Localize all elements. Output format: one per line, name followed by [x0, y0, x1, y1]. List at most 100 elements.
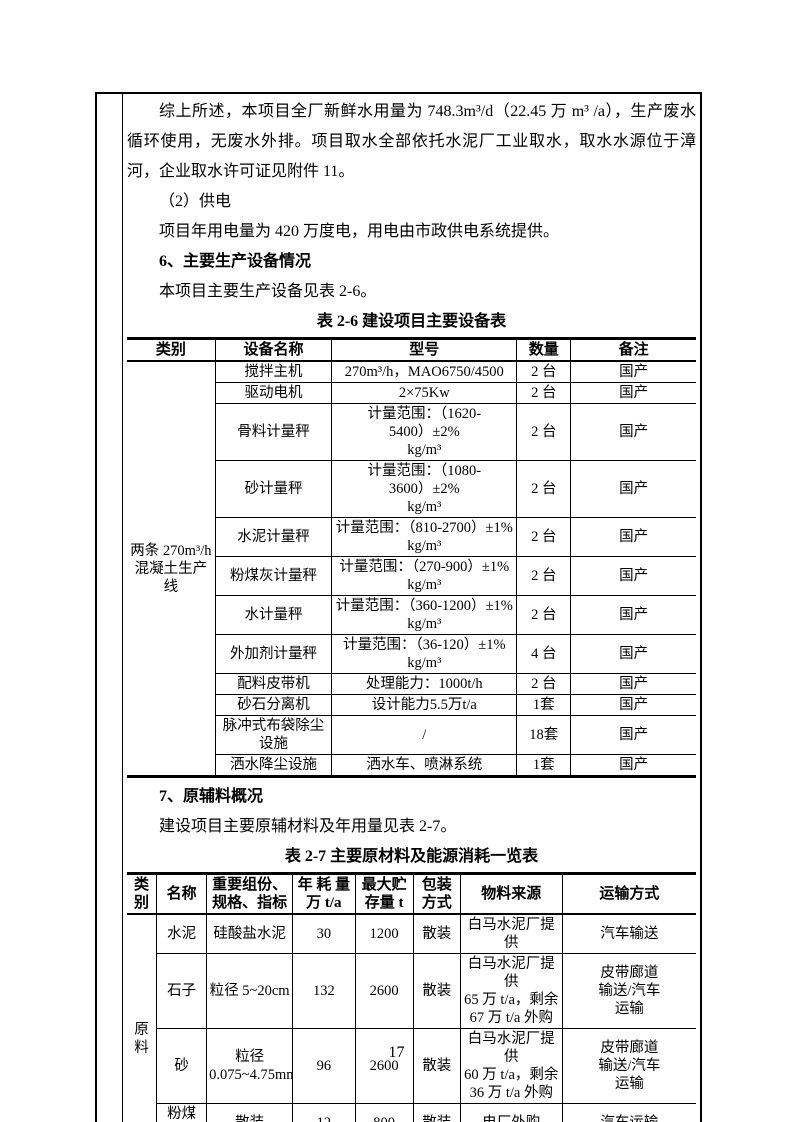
cell-source: 白马水泥厂提供 60 万 t/a，剩余 36 万 t/a 外购 [459, 1028, 563, 1104]
cell-device-name: 骨料计量秤 [215, 403, 333, 461]
cell-device-name: 砂石分离机 [215, 694, 333, 716]
page-number: 17 [388, 1044, 405, 1061]
cell-device-name: 水计量秤 [215, 595, 333, 635]
column-header-transport: 运输方式 [561, 873, 696, 915]
cell-note: 国产 [570, 460, 696, 518]
cell-storage: 1200 [354, 913, 414, 954]
cell-storage: 800 [354, 1103, 414, 1122]
table-row: 两条 270m³/h 混凝土生产线 搅拌主机 270m³/h，MAO6750/4… [127, 360, 696, 777]
paragraph-equipment-intro: 本项目主要生产设备见表 2-6。 [159, 283, 377, 300]
cell-model: 计量范围：（810-2700）±1% kg/m³ [331, 517, 518, 557]
cell-device-name: 砂计量秤 [215, 460, 333, 518]
cell-model: 设计能力5.5万t/a [331, 694, 518, 716]
cell-source: 白马水泥厂提供 65 万 t/a，剩余 67 万 t/a 外购 [459, 953, 563, 1029]
cell-model: 2×75Kw [331, 382, 518, 404]
cell-device-name: 洒水降尘设施 [215, 754, 333, 777]
cell-package: 散装 [412, 1028, 461, 1104]
column-header-quantity: 数量 [516, 338, 572, 362]
heading-equipment-section: 6、主要生产设备情况 [159, 253, 312, 270]
cell-device-name: 驱动电机 [215, 382, 333, 404]
table-row: 石子 粒径 5~20cm 132 2600 散装 白马水泥厂提供 65 万 t/… [127, 953, 696, 1029]
table-row: 外加剂计量秤 计量范围：（36-120）±1% kg/m³ 4 台 国产 [127, 634, 696, 674]
frame-content: 综上所述，本项目全厂新鲜水用量为 748.3m³/d（22.45 万 m³ /a… [123, 94, 700, 1122]
cell-device-name: 搅拌主机 [214, 360, 333, 383]
cell-quantity: 2 台 [516, 673, 572, 695]
table-row: 骨料计量秤 计量范围：（1620-5400）±2% kg/m³ 2 台 国产 [127, 403, 696, 461]
cell-device-name: 配料皮带机 [215, 673, 333, 695]
cell-material-name: 石子 [156, 953, 208, 1029]
column-header-category: 类 别 [127, 873, 158, 915]
cell-annual: 96 [292, 1028, 356, 1104]
table-2-6-caption: 表 2-6 建设项目主要设备表 [316, 313, 507, 330]
cell-production-line-category: 两条 270m³/h 混凝土生产线 [127, 360, 216, 777]
column-header-spec: 重要组份、 规格、指标 [206, 873, 294, 915]
cell-note: 国产 [570, 634, 696, 674]
cell-package: 散装 [412, 1103, 461, 1122]
table-row: 水计量秤 计量范围：（360-1200）±1% kg/m³ 2 台 国产 [127, 595, 696, 635]
cell-annual: 132 [292, 953, 356, 1029]
cell-category-raw-material: 原 料 [127, 913, 158, 1122]
cell-package: 散装 [412, 953, 461, 1029]
cell-quantity: 2 台 [516, 595, 572, 635]
paragraph-power: 项目年用电量为 420 万度电，用电由市政供电系统提供。 [159, 223, 560, 240]
cell-model: / [331, 715, 518, 755]
cell-material-name: 粉煤 灰 [156, 1103, 208, 1122]
cell-transport: 汽车输送 [561, 913, 696, 954]
cell-model: 计量范围：（270-900）±1% kg/m³ [331, 556, 518, 596]
cell-note: 国产 [570, 673, 696, 695]
table-2-6-equipment: 类别 设备名称 型号 数量 备注 两条 270m³/h 混凝土生产线 搅拌主机 … [127, 337, 696, 778]
cell-note: 国产 [570, 595, 696, 635]
cell-spec: 粒径 0.075~4.75mm [206, 1028, 294, 1104]
cell-spec: 散装 [206, 1103, 294, 1122]
table-row: 粉煤灰计量秤 计量范围：（270-900）±1% kg/m³ 2 台 国产 [127, 556, 696, 596]
cell-quantity: 2 台 [516, 360, 572, 383]
cell-material-name: 砂 [156, 1028, 208, 1104]
column-header-category: 类别 [127, 338, 216, 362]
column-header-package: 包装 方式 [412, 873, 461, 915]
cell-quantity: 1套 [516, 694, 572, 716]
table-row: 水泥计量秤 计量范围：（810-2700）±1% kg/m³ 2 台 国产 [127, 517, 696, 557]
table-row: 原 料 水泥 硅酸盐水泥 30 1200 散装 白马水泥厂提供 汽车输送 [127, 913, 696, 1122]
cell-transport: 皮带廊道 输送/汽车 运输 [561, 1028, 696, 1104]
column-header-source: 物料来源 [459, 873, 563, 915]
table-2-6-header-row: 类别 设备名称 型号 数量 备注 [127, 338, 696, 362]
cell-device-name: 水泥计量秤 [215, 517, 333, 557]
table-2-7-caption: 表 2-7 主要原材料及能源消耗一览表 [284, 848, 539, 865]
column-header-annual-consumption: 年 耗 量 万 t/a [292, 873, 356, 915]
cell-source: 电厂外购 [459, 1103, 563, 1122]
paragraph-materials-intro: 建设项目主要原辅材料及年用量见表 2-7。 [159, 818, 457, 835]
cell-model: 270m³/h，MAO6750/4500 [331, 360, 518, 383]
cell-note: 国产 [570, 694, 696, 716]
paragraph-water-summary: 综上所述，本项目全厂新鲜水用量为 748.3m³/d（22.45 万 m³ /a… [127, 103, 696, 180]
cell-device-name: 粉煤灰计量秤 [215, 556, 333, 596]
cell-annual: 30 [292, 913, 356, 954]
cell-quantity: 1套 [516, 754, 572, 777]
cell-quantity: 2 台 [516, 403, 572, 461]
column-header-model: 型号 [331, 338, 518, 362]
cell-material-name: 水泥 [156, 913, 208, 954]
cell-quantity: 2 台 [516, 517, 572, 557]
cell-storage: 2600 [354, 1028, 414, 1104]
table-row: 砂石分离机 设计能力5.5万t/a 1套 国产 [127, 694, 696, 716]
cell-note: 国产 [570, 382, 696, 404]
cell-model: 洒水车、喷淋系统 [331, 754, 518, 777]
cell-device-name: 外加剂计量秤 [215, 634, 333, 674]
cell-quantity: 2 台 [516, 460, 572, 518]
cell-model: 计量范围：（1080-3600）±2% kg/m³ [331, 460, 518, 518]
frame-left-column [97, 94, 123, 1122]
table-row: 砂 粒径 0.075~4.75mm 96 2600 散装 白马水泥厂提供 60 … [127, 1028, 696, 1104]
table-row: 洒水降尘设施 洒水车、喷淋系统 1套 国产 [127, 754, 696, 777]
cell-model: 计量范围：（36-120）±1% kg/m³ [331, 634, 518, 674]
column-header-name: 名称 [156, 873, 208, 915]
cell-note: 国产 [570, 360, 696, 383]
heading-materials-section: 7、原辅料概况 [159, 788, 264, 805]
cell-note: 国产 [570, 556, 696, 596]
table-row: 砂计量秤 计量范围：（1080-3600）±2% kg/m³ 2 台 国产 [127, 460, 696, 518]
cell-model: 计量范围：（360-1200）±1% kg/m³ [331, 595, 518, 635]
cell-spec: 硅酸盐水泥 [206, 913, 294, 954]
table-row: 脉冲式布袋除尘设施 / 18套 国产 [127, 715, 696, 755]
column-header-note: 备注 [570, 338, 696, 362]
